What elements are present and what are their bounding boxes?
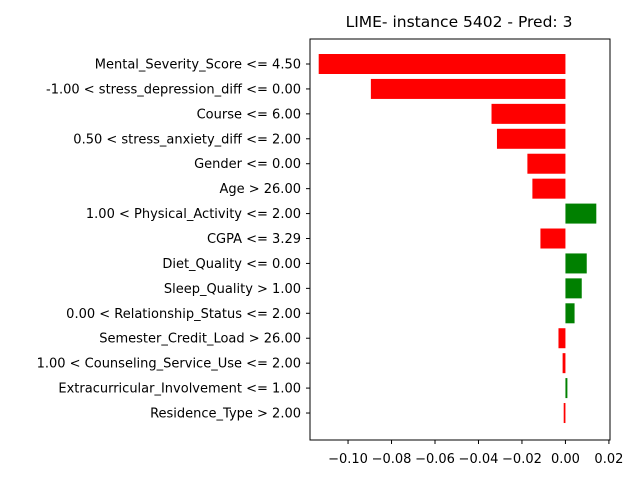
y-tick-label: Gender <= 0.00 [194, 157, 301, 172]
y-tick-label: Mental_Severity_Score <= 4.50 [95, 58, 301, 73]
bar-7 [540, 228, 566, 249]
y-tick-label: Extracurricular_Involvement <= 1.00 [58, 382, 301, 397]
chart-title: LIME- instance 5402 - Pred: 3 [346, 13, 573, 31]
y-tick-label: 0.00 < Relationship_Status <= 2.00 [66, 307, 301, 322]
y-tick-layer: Mental_Severity_Score <= 4.50 -1.00 < str… [37, 58, 310, 422]
bar-14 [563, 403, 566, 424]
bar-12 [562, 353, 566, 374]
y-tick-label: 1.00 < Physical_Activity <= 2.00 [86, 207, 301, 222]
x-tick-label: −0.04 [459, 452, 499, 467]
bar-3 [496, 128, 566, 149]
bar-6 [565, 203, 597, 224]
bar-10 [565, 303, 575, 324]
x-tick-label: 0.00 [551, 452, 580, 467]
bar-1 [370, 78, 566, 99]
x-tick-label: −0.10 [328, 452, 368, 467]
y-tick-label: Diet_Quality <= 0.00 [162, 257, 301, 272]
x-tick-label: −0.08 [372, 452, 412, 467]
plot-frame [309, 38, 611, 441]
bars-layer [318, 54, 597, 424]
y-tick-label: Age > 26.00 [219, 182, 301, 197]
bar-2 [491, 103, 566, 124]
y-tick-label: Sleep_Quality > 1.00 [164, 282, 301, 297]
bar-8 [565, 253, 587, 274]
y-tick-label: Semester_Credit_Load > 26.00 [99, 332, 301, 347]
bar-5 [532, 178, 566, 199]
y-tick-label: 0.50 < stress_anxiety_diff <= 2.00 [73, 132, 301, 147]
bar-4 [527, 153, 566, 174]
y-tick-label: -1.00 < stress_depression_diff <= 0.00 [46, 82, 301, 97]
bar-9 [565, 278, 582, 299]
x-tick-label: −0.06 [415, 452, 455, 467]
y-tick-label: CGPA <= 3.29 [207, 232, 301, 247]
bar-0 [318, 54, 566, 74]
y-tick-label: 1.00 < Counseling_Service_Use <= 2.00 [37, 357, 301, 372]
y-tick-label: Residence_Type > 2.00 [150, 407, 301, 422]
x-tick-label: 0.02 [594, 452, 623, 467]
x-tick-layer: −0.10 −0.08 −0.06 −0.04 −0.02 0.00 0.02 [328, 440, 623, 467]
bar-11 [558, 328, 566, 349]
y-tick-label: Course <= 6.00 [197, 107, 301, 122]
bar-13 [565, 378, 568, 399]
x-tick-label: −0.02 [502, 452, 542, 467]
